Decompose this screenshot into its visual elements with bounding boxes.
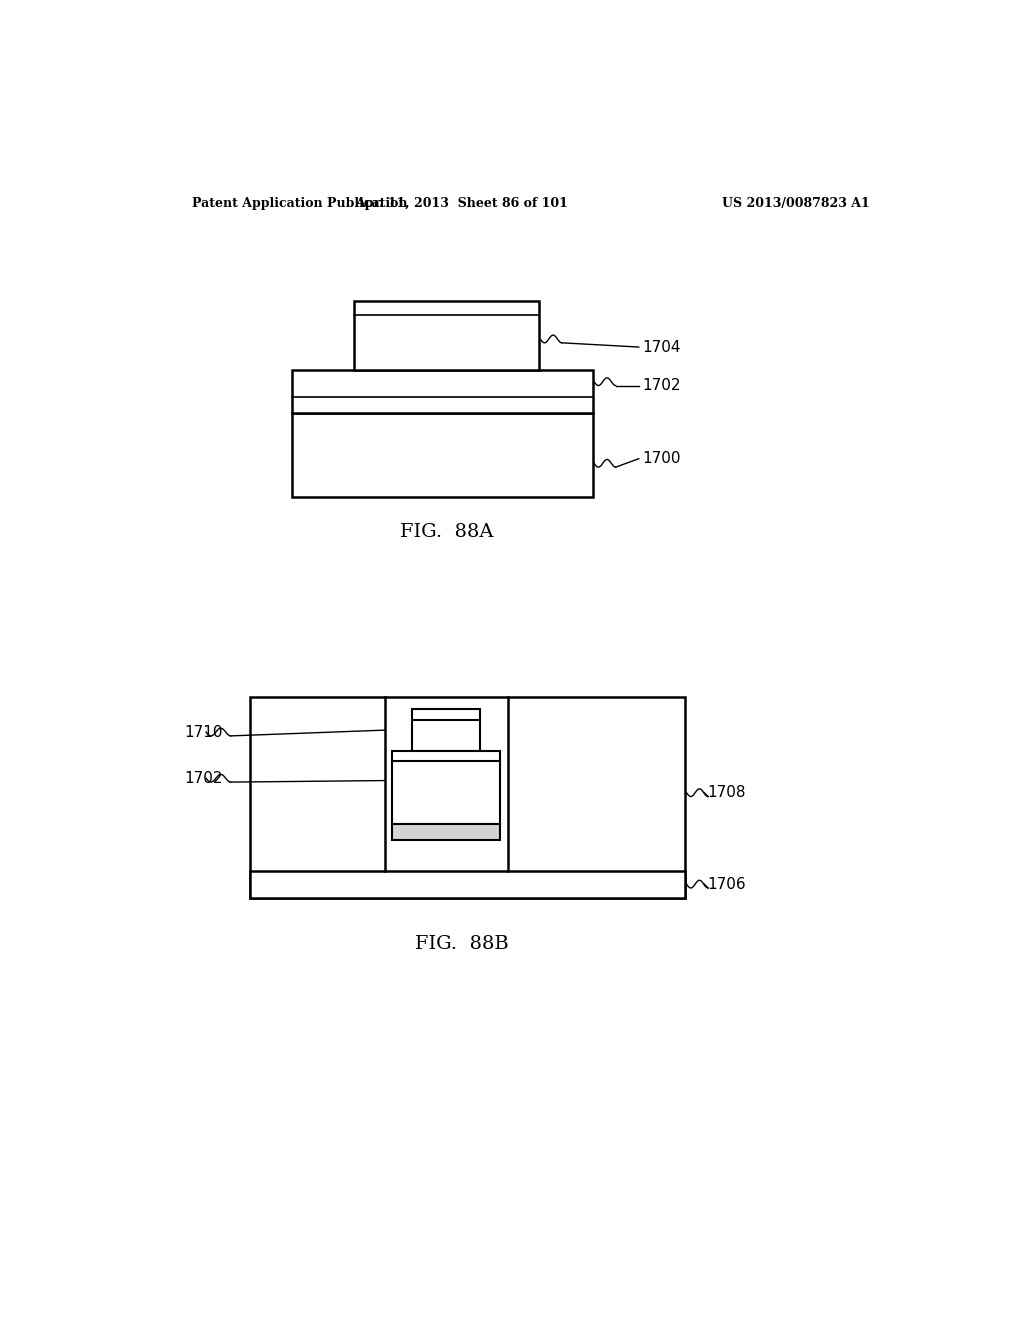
Bar (392, 751, 501, 825)
Bar (292, 412, 593, 498)
Text: US 2013/0087823 A1: US 2013/0087823 A1 (722, 197, 869, 210)
Bar (413, 709, 480, 751)
Text: 1704: 1704 (642, 339, 680, 355)
Text: 1706: 1706 (708, 876, 745, 891)
Bar (292, 370, 593, 413)
Bar (250, 871, 685, 898)
Bar (354, 301, 539, 370)
Text: 1710: 1710 (184, 725, 223, 739)
Bar (392, 825, 501, 840)
Text: FIG.  88B: FIG. 88B (415, 935, 509, 953)
Text: Apr. 11, 2013  Sheet 86 of 101: Apr. 11, 2013 Sheet 86 of 101 (355, 197, 568, 210)
Text: 1708: 1708 (708, 785, 745, 800)
Text: 1702: 1702 (642, 378, 680, 393)
Text: Patent Application Publication: Patent Application Publication (193, 197, 408, 210)
Bar (250, 697, 685, 898)
Text: 1702: 1702 (184, 771, 223, 785)
Text: 1700: 1700 (642, 451, 680, 466)
Text: FIG.  88A: FIG. 88A (399, 523, 493, 541)
